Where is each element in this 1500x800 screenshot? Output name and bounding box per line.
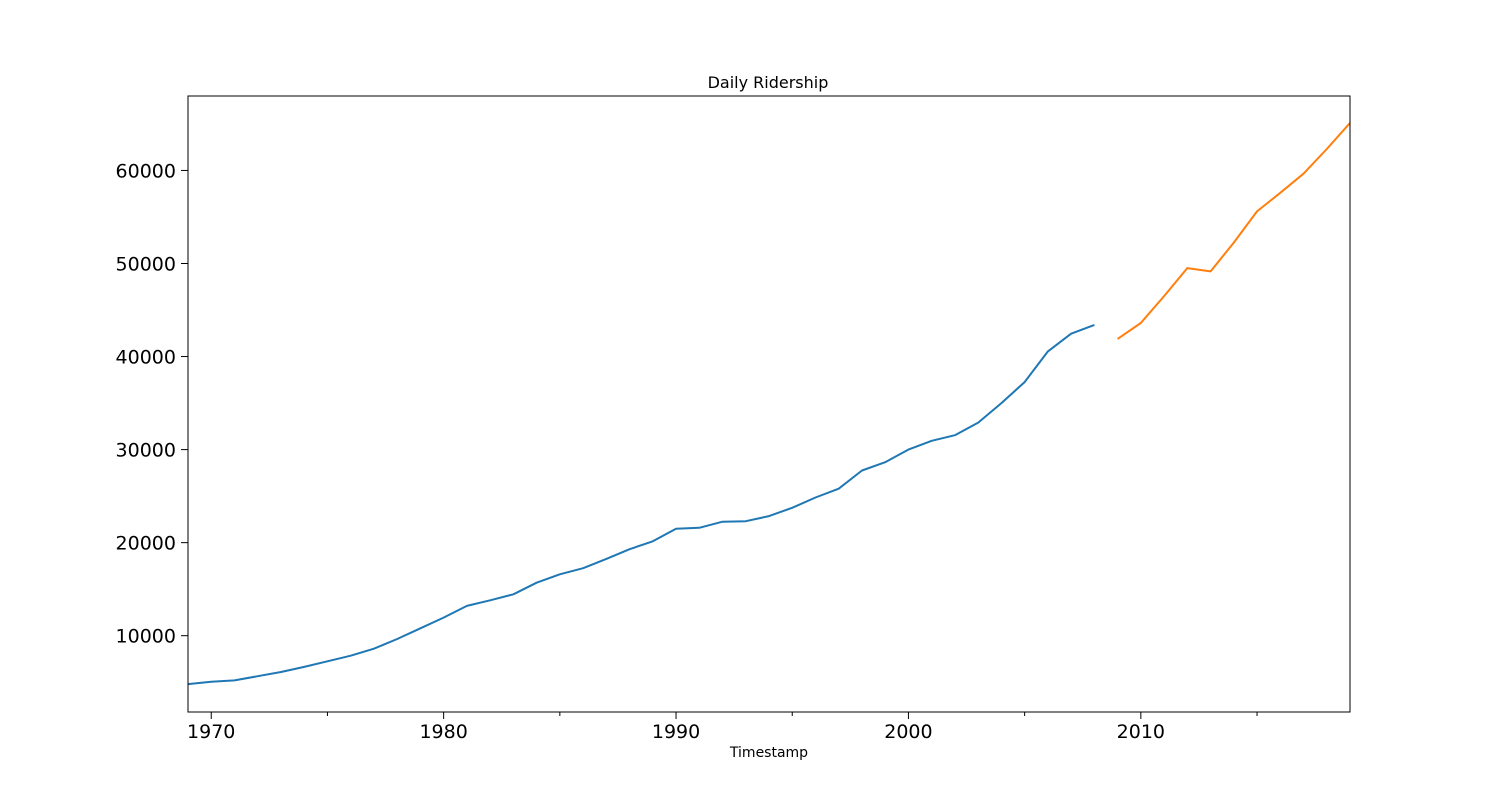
x-axis-label: Timestamp — [729, 745, 808, 761]
y-tick-label: 60000 — [116, 160, 176, 182]
x-tick-label: 2000 — [884, 721, 932, 743]
y-tick-label: 30000 — [116, 440, 176, 462]
y-tick-label: 50000 — [116, 253, 176, 275]
x-tick-label: 1970 — [187, 721, 235, 743]
x-tick-label: 2010 — [1117, 721, 1165, 743]
series-lines — [187, 122, 1351, 686]
series-line-2 — [1117, 122, 1351, 340]
plot-area-frame — [187, 95, 1351, 713]
axis-ticks: 1970 1980 1990 2000 2010 10000 20000 30000 40000… — [116, 160, 1258, 743]
y-tick-label: 40000 — [116, 347, 176, 369]
series-line-1 — [187, 323, 1095, 686]
x-tick-label: 1990 — [652, 721, 700, 743]
y-tick-label: 10000 — [116, 626, 176, 648]
chart-title: Daily Ridership — [708, 73, 829, 92]
y-tick-label: 20000 — [116, 533, 176, 555]
x-tick-label: 1980 — [419, 721, 467, 743]
